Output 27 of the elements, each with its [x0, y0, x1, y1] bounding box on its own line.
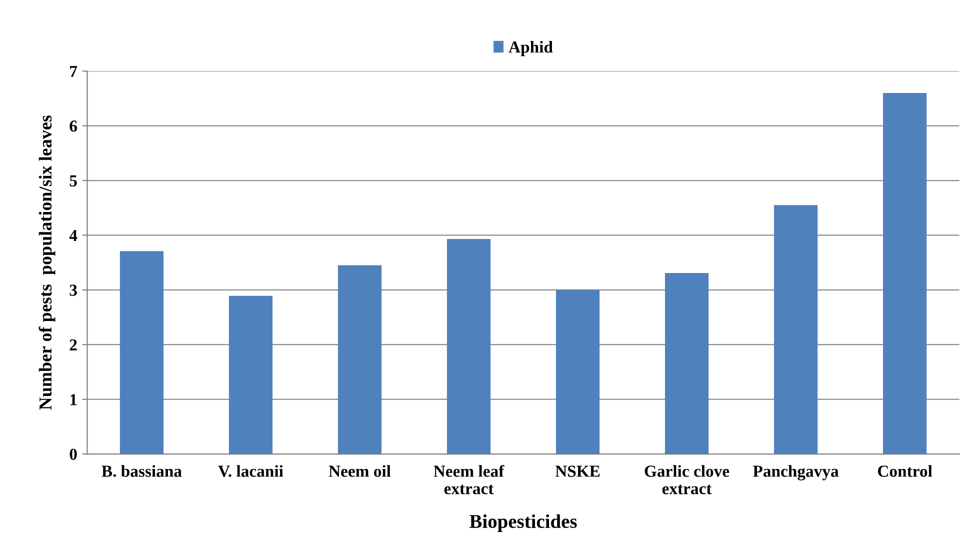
y-tick-label: 3 [70, 284, 77, 296]
x-tick-label: Garlic clove extract [644, 465, 730, 494]
y-tick-label: 2 [70, 339, 77, 350]
x-tick-label: NSKE [555, 466, 600, 477]
x-tick-label: V. lacanii [218, 465, 284, 477]
x-tick-label: Control [878, 465, 932, 477]
y-tick-label: 4 [69, 230, 78, 241]
x-tick-label: Neem oil [328, 465, 391, 477]
bar [556, 290, 600, 454]
bar [446, 239, 491, 454]
bar [774, 205, 818, 454]
bar [883, 92, 927, 454]
y-tick-label: 6 [70, 120, 77, 132]
x-tick-label: Panchgavya [753, 465, 839, 480]
y-tick-label: 7 [70, 66, 78, 77]
bar [664, 272, 709, 454]
bar [338, 265, 382, 454]
y-tick-label: 1 [70, 394, 77, 406]
bar [120, 251, 164, 454]
x-axis-title: Biopesticides [470, 514, 577, 532]
y-tick-label: 5 [70, 175, 77, 186]
y-tick-label: 0 [70, 448, 77, 460]
x-tick-label: Neem leaf extract [434, 464, 504, 494]
y-axis-title: Number of pests population/six leaves [38, 115, 56, 410]
x-tick-label: B. bassiana [102, 465, 182, 477]
bar [228, 296, 273, 454]
legend-label: Aphid [508, 40, 553, 56]
